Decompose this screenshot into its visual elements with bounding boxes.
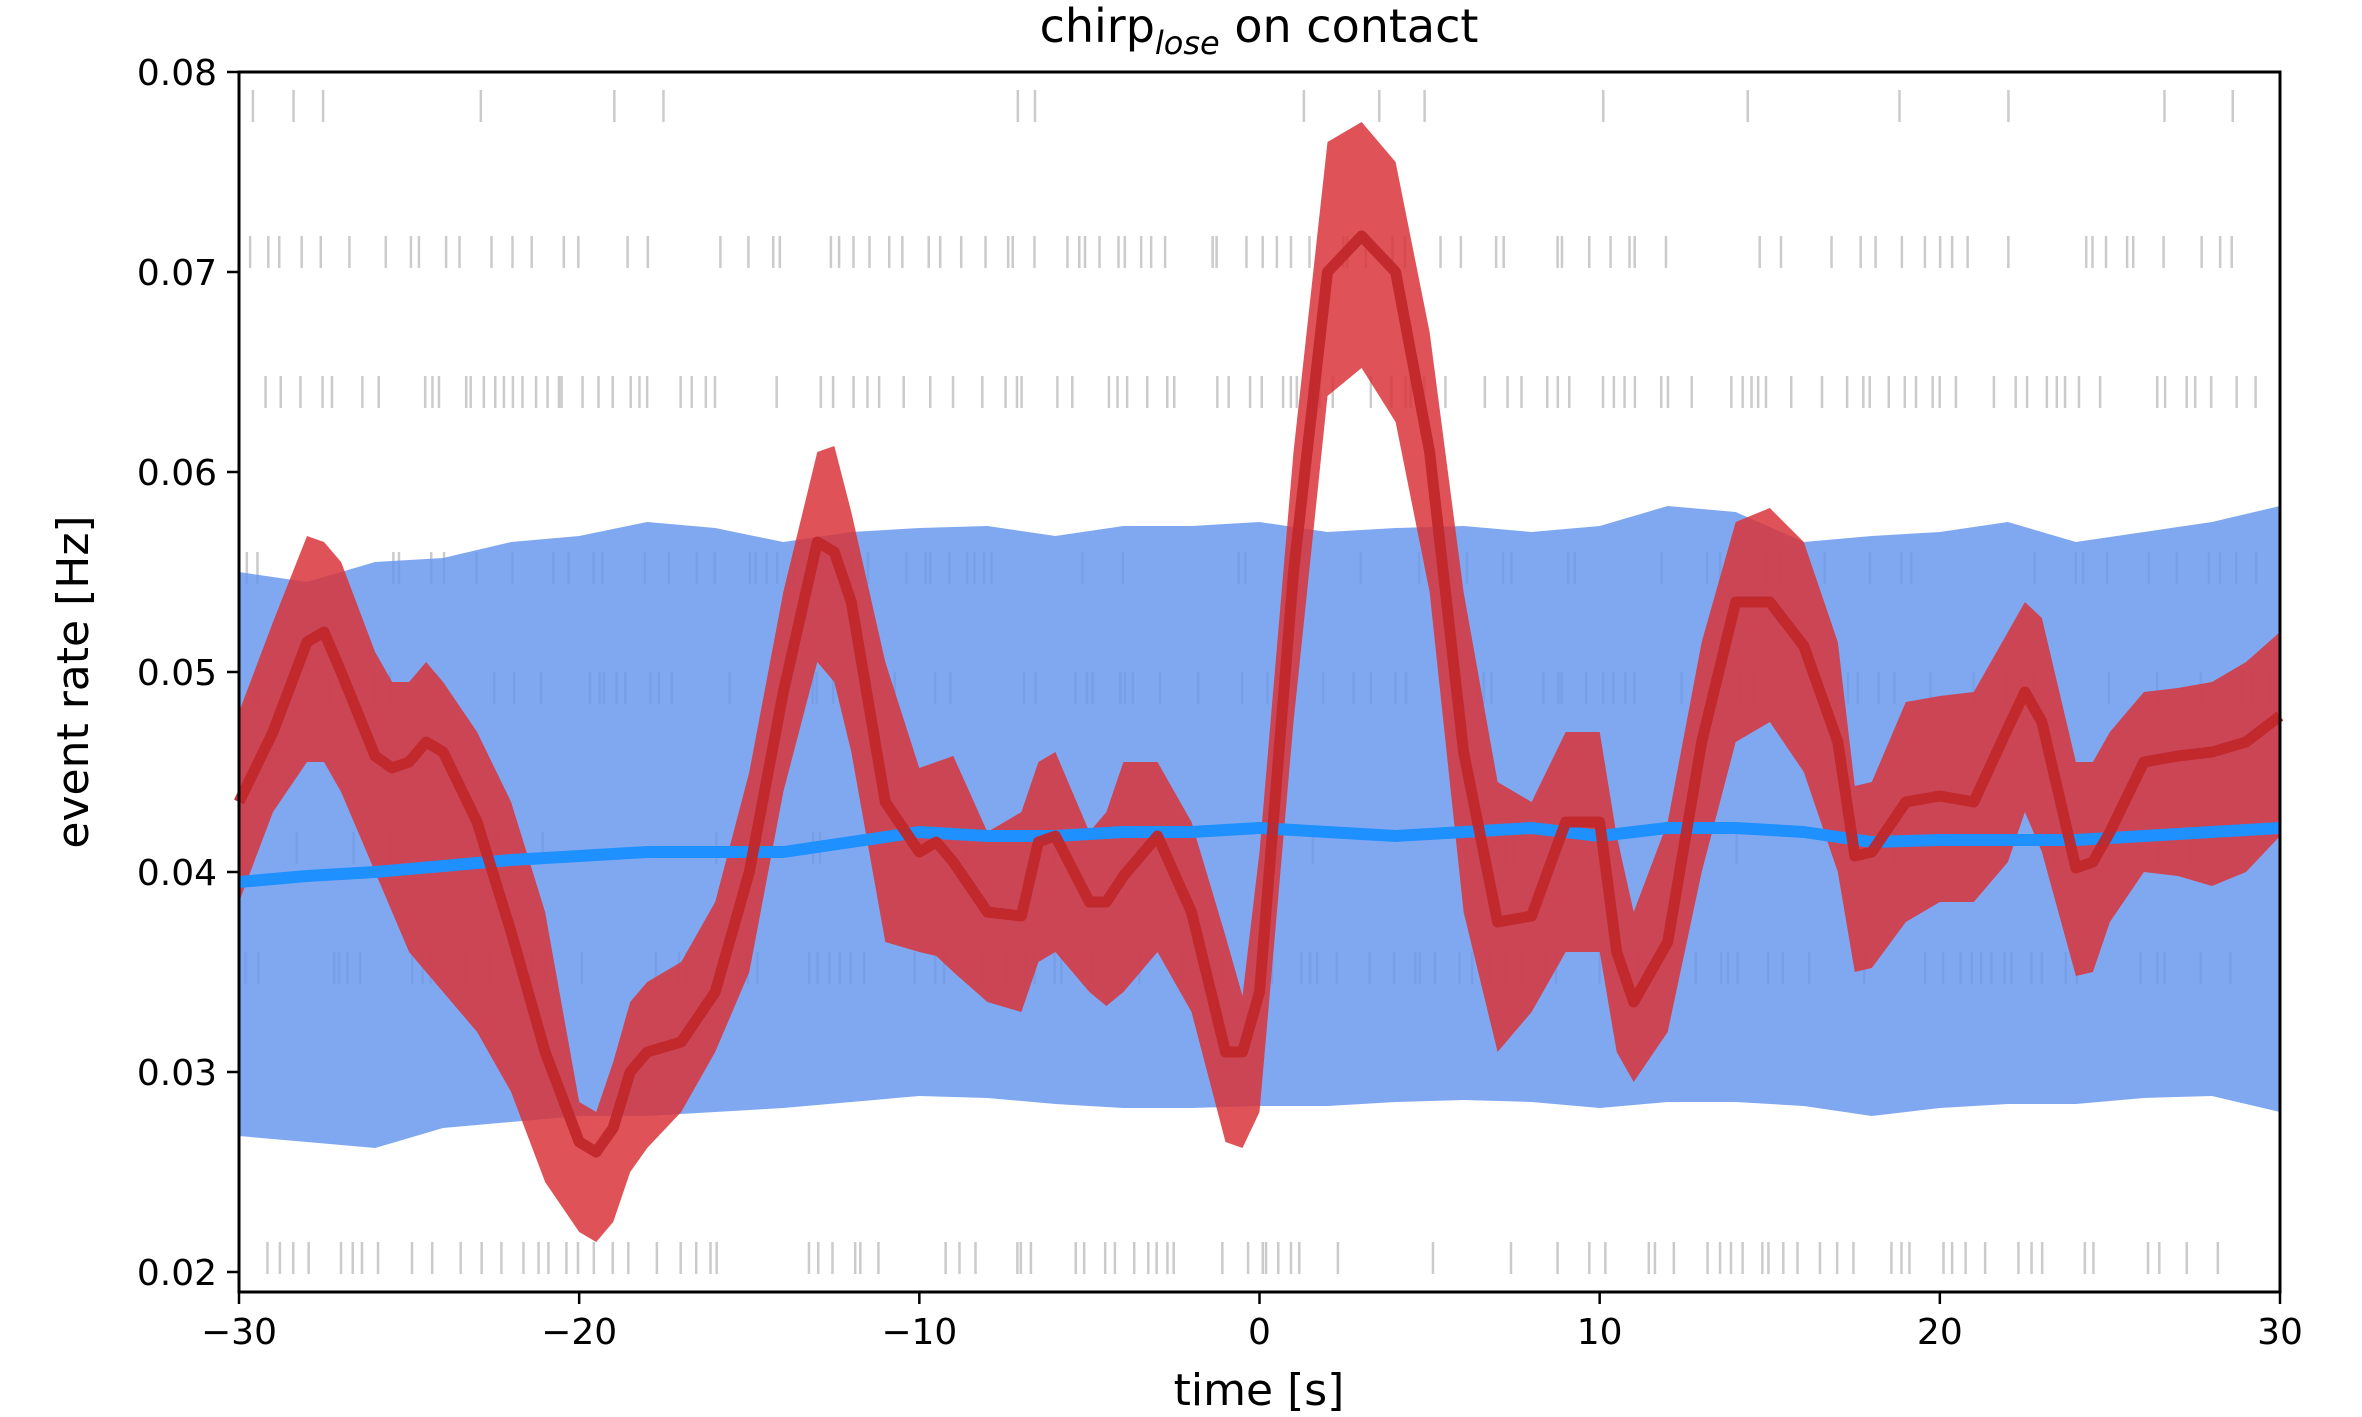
y-tick-label: 0.05 [137,653,217,694]
observed-line [234,230,2284,1158]
x-tick-label: 30 [2257,1312,2303,1353]
baseline-line [238,822,2281,888]
chart-title: chirplose on contact [1040,0,1479,62]
y-tick-label: 0.07 [137,253,217,294]
y-tick-label: 0.06 [137,453,217,494]
observed-band [239,122,2280,1242]
x-tick-label: 10 [1577,1312,1623,1353]
title-main: chirp [1040,0,1155,53]
x-axis: −30 −20 −10 0 10 20 30 [201,1292,2303,1353]
title-subscript: lose [1155,24,1220,62]
y-tick-label: 0.04 [137,853,217,894]
y-tick-label: 0.02 [137,1253,217,1294]
observed-band-layer [239,122,2280,1242]
y-axis: 0.02 0.03 0.04 0.05 0.06 0.07 0.08 [137,53,239,1294]
x-tick-label: −20 [541,1312,617,1353]
y-tick-label: 0.03 [137,1053,217,1094]
title-suffix: on contact [1220,0,1479,53]
x-axis-label: time [s] [1174,1365,1345,1416]
y-tick-label: 0.08 [137,53,217,94]
x-tick-label: 0 [1248,1312,1271,1353]
x-tick-label: −30 [201,1312,277,1353]
x-tick-label: 20 [1917,1312,1963,1353]
y-axis-label: event rate [Hz] [48,515,99,848]
x-tick-label: −10 [881,1312,957,1353]
baseline-line-layer [238,822,2281,888]
observed-line-layer [234,230,2284,1158]
